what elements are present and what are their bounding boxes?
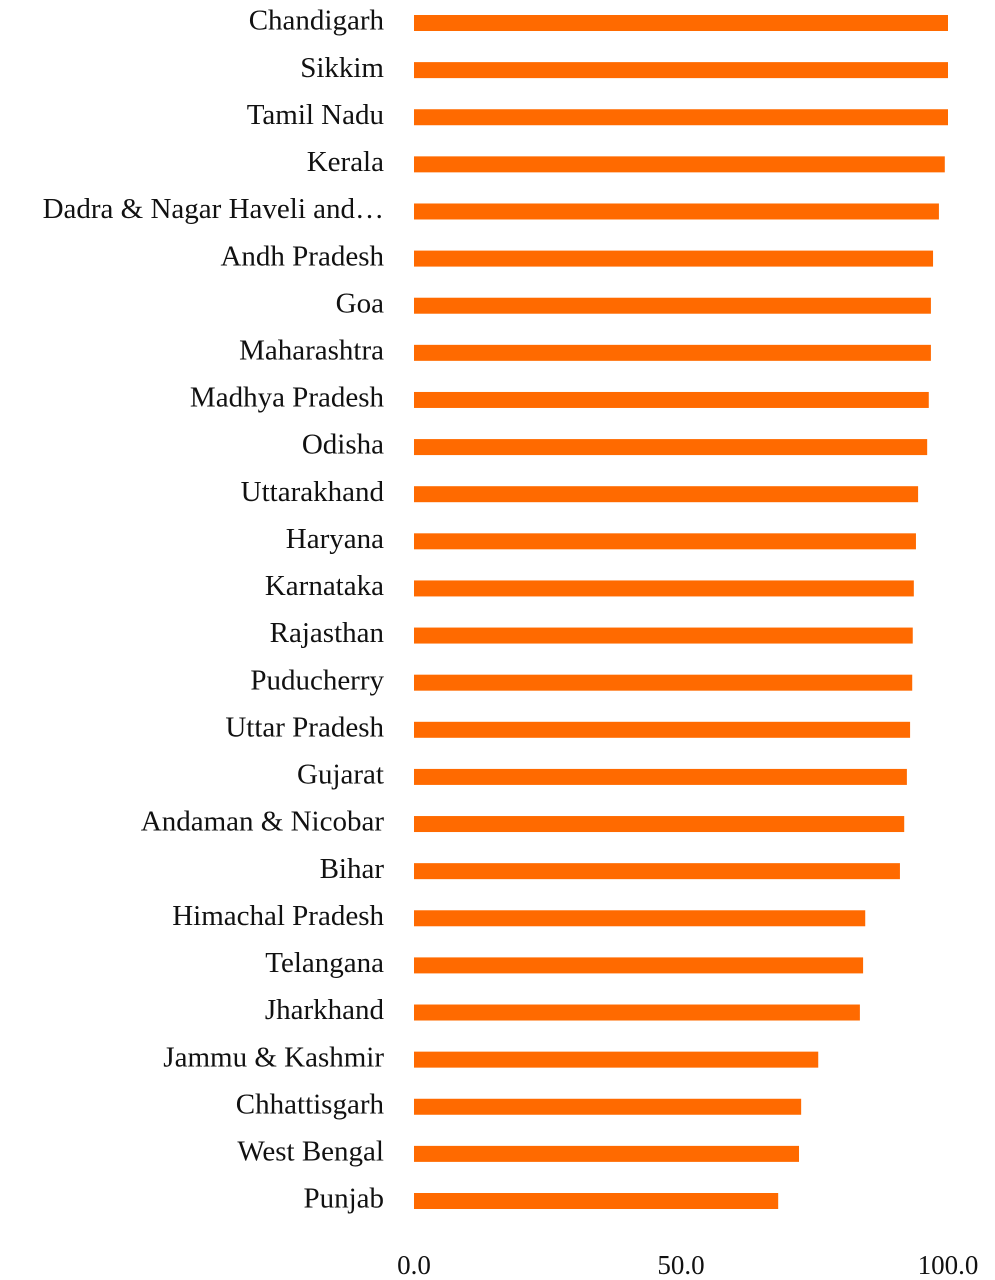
bar xyxy=(414,62,948,79)
y-tick-label: Jammu & Kashmir xyxy=(163,1041,384,1073)
y-tick-label: Madhya Pradesh xyxy=(190,382,385,414)
y-tick-label: Himachal Pradesh xyxy=(172,900,384,932)
y-tick-label: Maharashtra xyxy=(239,334,384,366)
y-tick-label: Sikkim xyxy=(300,52,384,84)
bar xyxy=(414,156,945,173)
y-tick-label: Goa xyxy=(336,287,384,319)
x-tick-label: 0.0 xyxy=(397,1250,431,1280)
y-tick-label: Andh Pradesh xyxy=(220,240,384,272)
bar xyxy=(414,627,913,644)
bar xyxy=(414,439,928,456)
bar xyxy=(414,297,931,314)
bar xyxy=(414,957,864,974)
x-tick-label: 100.0 xyxy=(918,1250,979,1280)
x-tick-label: 50.0 xyxy=(657,1250,704,1280)
bar xyxy=(414,816,905,833)
y-tick-label: Rajasthan xyxy=(270,617,385,649)
y-tick-label: Haryana xyxy=(286,523,384,555)
y-tick-label: Uttar Pradesh xyxy=(225,711,384,743)
bar xyxy=(414,203,939,220)
y-tick-label: West Bengal xyxy=(237,1136,384,1168)
y-tick-label: Puducherry xyxy=(250,664,384,696)
y-tick-label: Gujarat xyxy=(297,759,384,791)
y-tick-label: Dadra & Nagar Haveli and… xyxy=(43,193,384,225)
y-tick-label: Uttarakhand xyxy=(241,476,385,508)
bar xyxy=(414,580,914,597)
bar xyxy=(414,721,911,738)
bar xyxy=(414,1145,800,1162)
bar xyxy=(414,109,948,126)
bar xyxy=(414,250,934,267)
y-tick-label: Punjab xyxy=(303,1183,384,1215)
bar xyxy=(414,533,916,550)
bar xyxy=(414,344,931,361)
bar xyxy=(414,768,907,785)
y-tick-label: Tamil Nadu xyxy=(247,99,384,131)
y-tick-label: Chandigarh xyxy=(249,5,385,37)
bar xyxy=(414,1004,860,1021)
y-tick-label: Bihar xyxy=(320,853,385,885)
bar xyxy=(414,486,919,503)
y-tick-label: Chhattisgarh xyxy=(236,1088,385,1120)
bar xyxy=(414,910,866,927)
bar xyxy=(414,674,913,691)
bar xyxy=(414,1193,779,1209)
bar xyxy=(414,391,929,408)
y-tick-label: Telangana xyxy=(265,947,384,979)
bar xyxy=(414,863,900,880)
y-tick-label: Andaman & Nicobar xyxy=(141,806,385,838)
bar xyxy=(414,1098,802,1115)
y-tick-label: Kerala xyxy=(307,146,384,178)
bar xyxy=(414,15,948,31)
y-tick-label: Karnataka xyxy=(265,570,384,602)
bar xyxy=(414,1051,819,1068)
y-tick-label: Odisha xyxy=(302,429,384,461)
y-tick-label: Jharkhand xyxy=(265,994,385,1026)
